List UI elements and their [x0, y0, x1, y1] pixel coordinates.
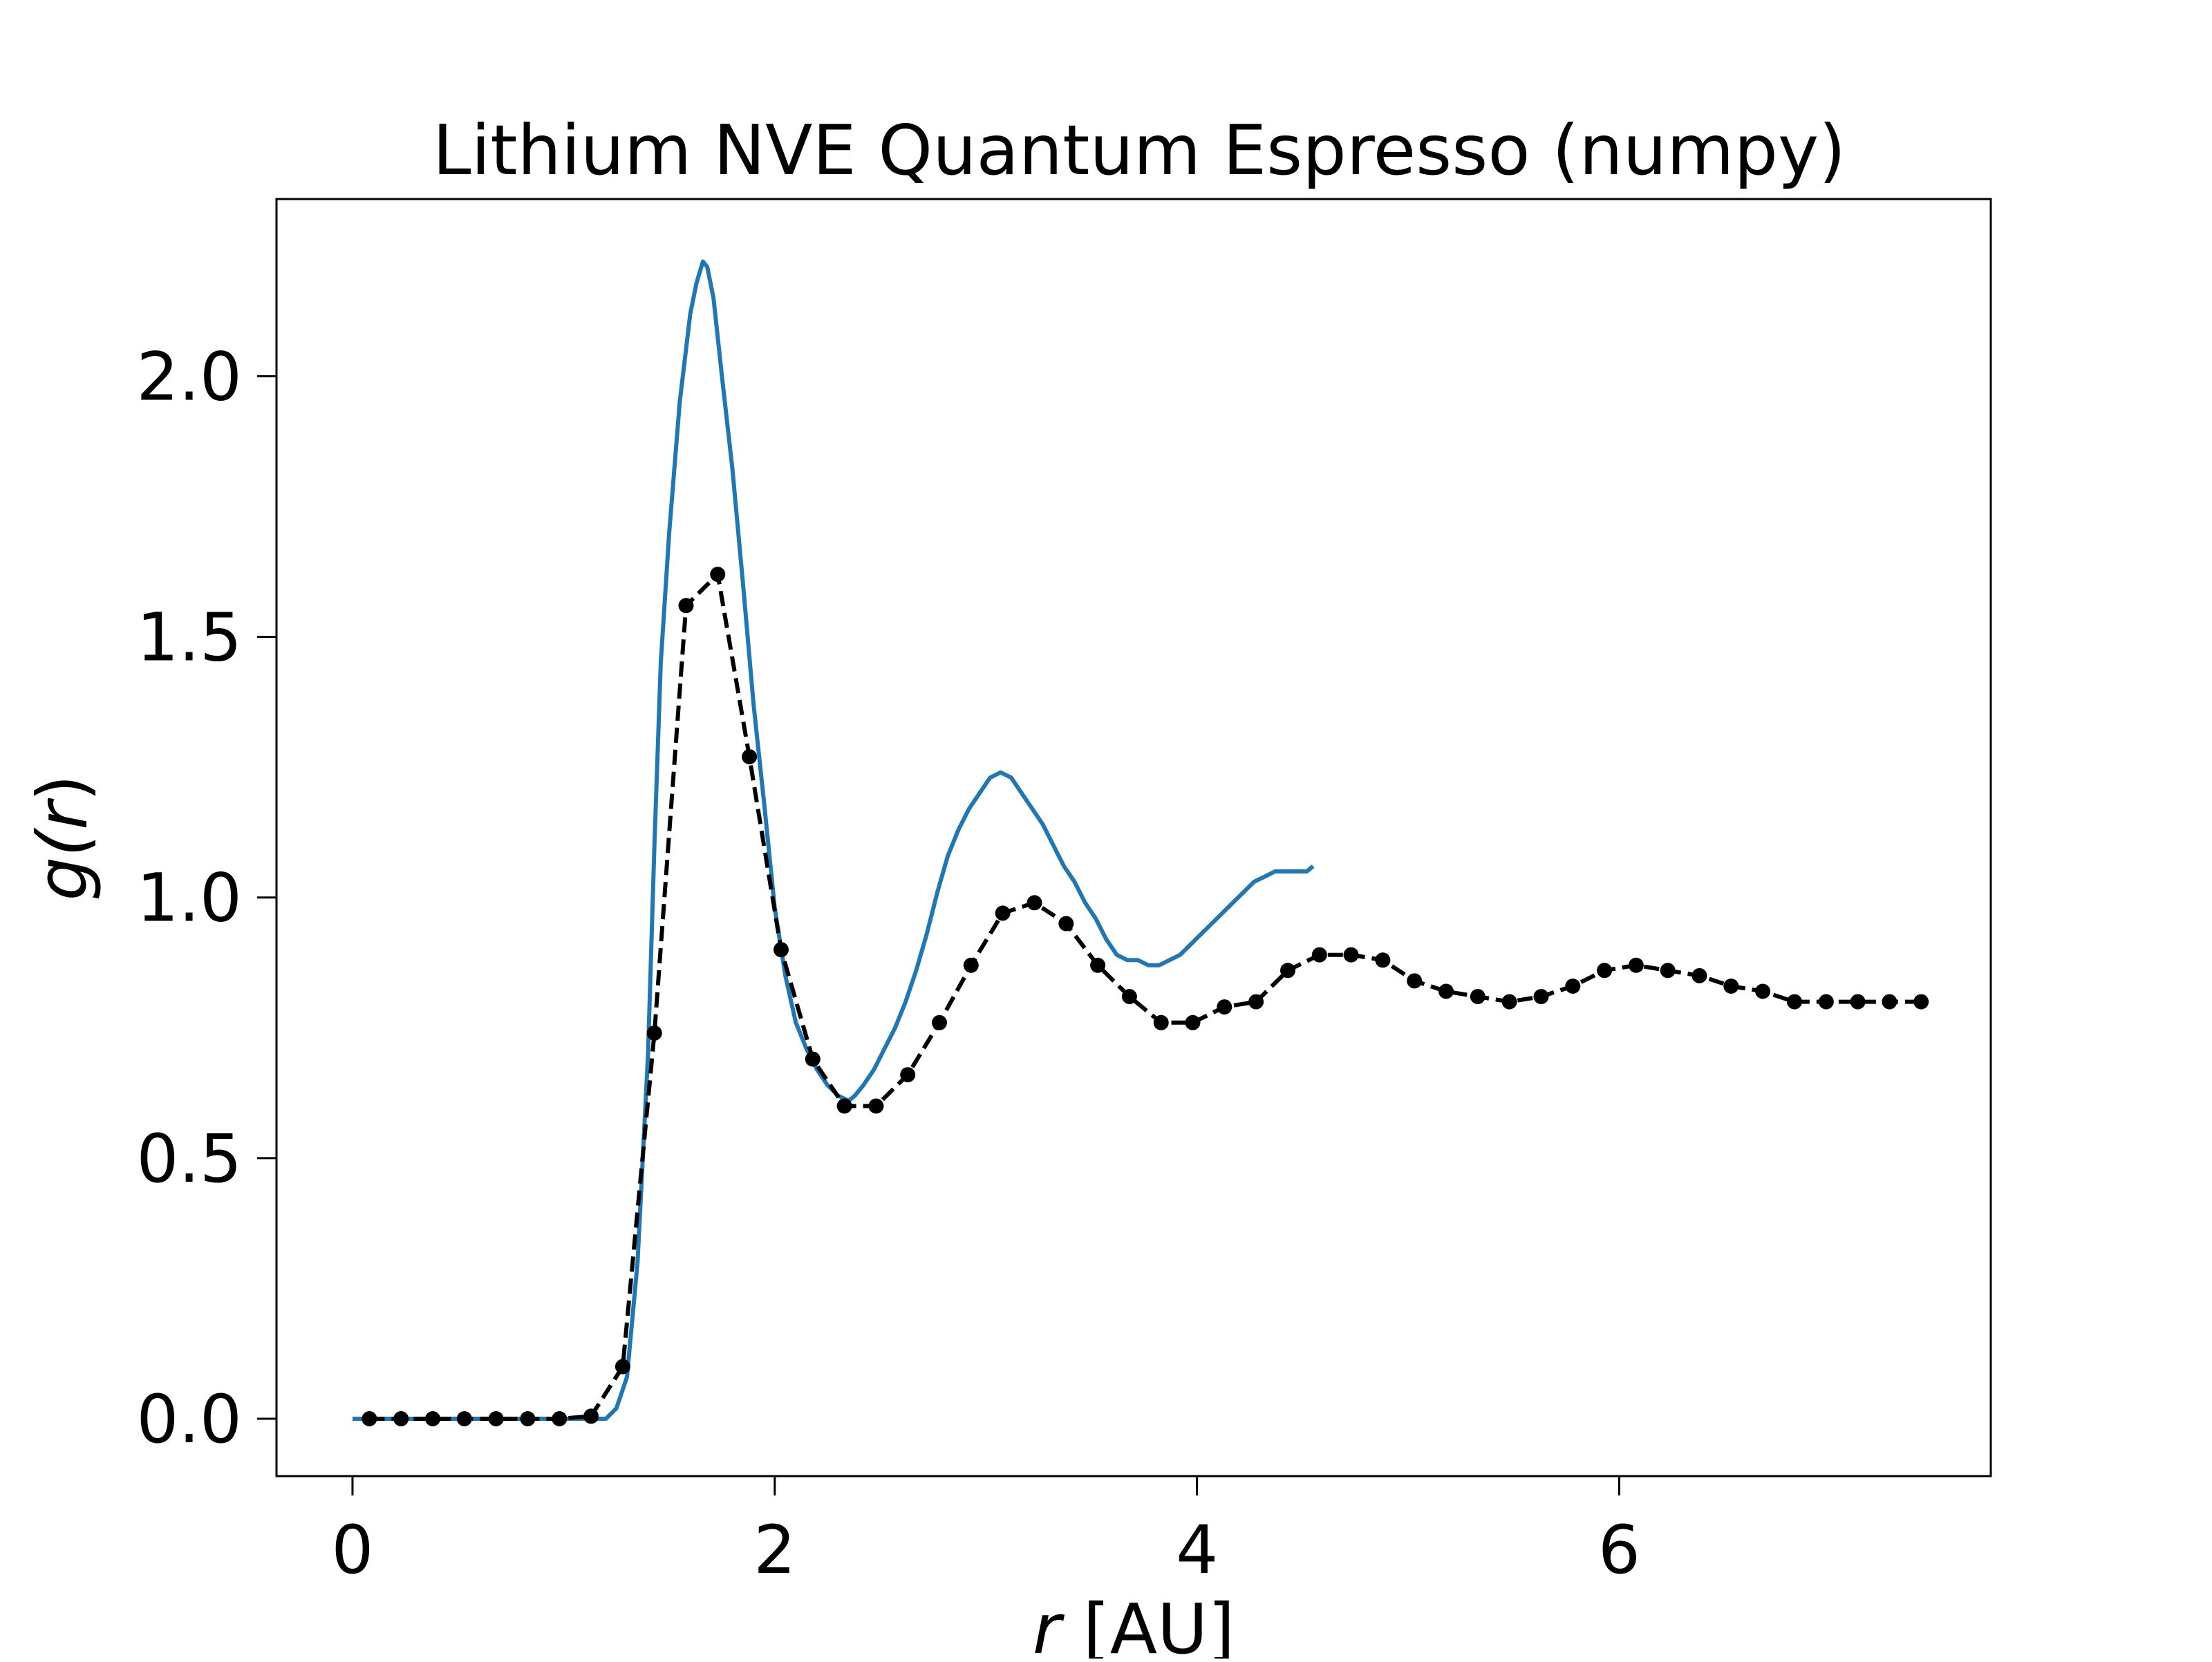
x-axis-label: r [AU]: [1033, 1589, 1235, 1659]
series-line-1: [353, 259, 1315, 1421]
series-2-point: [1565, 979, 1581, 994]
series-2-point: [1058, 916, 1074, 932]
series-line-2: [369, 572, 1922, 1421]
series-2-point: [1090, 957, 1106, 973]
y-axis-label-func: g(: [22, 827, 103, 900]
y-axis: 0.0 0.5 1.0 1.5 2.0: [136, 338, 276, 1458]
series-2-point: [362, 1411, 377, 1426]
series-2-point: [488, 1411, 504, 1426]
series-2-point: [868, 1098, 884, 1114]
y-axis-label: g(r): [22, 775, 103, 901]
series-2-point: [583, 1408, 599, 1424]
series-2-point: [1818, 994, 1834, 1010]
x-axis-label-var: r: [1033, 1589, 1065, 1659]
series-2-point: [1787, 994, 1802, 1010]
series-2-point: [995, 905, 1011, 921]
y-tick-label: 1.0: [136, 860, 242, 937]
series-layer: [353, 259, 1929, 1426]
y-axis-label-close: ): [22, 775, 103, 802]
series-2-point: [900, 1067, 916, 1083]
series-2-point: [1691, 967, 1707, 983]
series-2-point: [774, 942, 789, 958]
series-2-point: [1153, 1014, 1169, 1030]
series-2-point: [393, 1411, 409, 1426]
series-2-point: [678, 598, 694, 614]
series-2-point: [552, 1411, 568, 1426]
series-2-point: [1343, 947, 1359, 963]
series-2-point: [1375, 952, 1391, 968]
series-2-point: [456, 1411, 472, 1426]
series-2-point: [1438, 983, 1454, 999]
y-axis-label-var: r: [22, 797, 103, 830]
x-axis: 0 2 4 6: [331, 1476, 1640, 1589]
series-2-point: [1185, 1014, 1201, 1030]
series-2-point: [963, 957, 979, 973]
series-2-point: [1470, 989, 1485, 1005]
series-2-point: [1628, 957, 1644, 973]
x-tick-label: 0: [331, 1511, 373, 1589]
series-2-point: [742, 749, 758, 765]
series-2-point: [1723, 979, 1739, 994]
series-2-point: [805, 1051, 821, 1067]
series-2-point: [932, 1014, 947, 1030]
series-2-point: [646, 1025, 662, 1041]
series-2-point: [1660, 963, 1676, 979]
series-2-point: [836, 1098, 852, 1114]
plot-frame: [275, 198, 1992, 1477]
series-2-point: [1755, 983, 1771, 999]
series-2-point: [1027, 895, 1042, 911]
series-2-point: [1501, 994, 1517, 1010]
series-2-point: [615, 1359, 630, 1375]
series-2-point: [1597, 963, 1613, 979]
y-tick-label: 2.0: [136, 338, 242, 415]
y-tick-label: 1.5: [136, 599, 242, 677]
series-2-point: [1533, 989, 1549, 1005]
x-tick-label: 2: [753, 1511, 796, 1589]
series-2-point: [1850, 994, 1866, 1010]
series-2-point: [1217, 999, 1232, 1015]
x-tick-label: 4: [1176, 1511, 1218, 1589]
series-2-point: [425, 1411, 440, 1426]
series-2-point: [1407, 973, 1423, 989]
series-2-point: [1311, 947, 1327, 963]
x-tick-label: 6: [1598, 1511, 1640, 1589]
series-2-point: [1121, 989, 1137, 1005]
series-2-point: [1913, 994, 1929, 1010]
series-2-point: [1248, 994, 1264, 1010]
x-axis-label-unit: [AU]: [1061, 1589, 1235, 1659]
y-tick-label: 0.5: [136, 1120, 242, 1198]
y-tick-label: 0.0: [136, 1381, 242, 1458]
series-2-point: [1280, 963, 1295, 979]
series-2-point: [710, 567, 726, 583]
chart-title: Lithium NVE Quantum Espresso (numpy): [433, 110, 1846, 191]
series-2-point: [520, 1411, 536, 1426]
series-2-point: [1882, 994, 1897, 1010]
